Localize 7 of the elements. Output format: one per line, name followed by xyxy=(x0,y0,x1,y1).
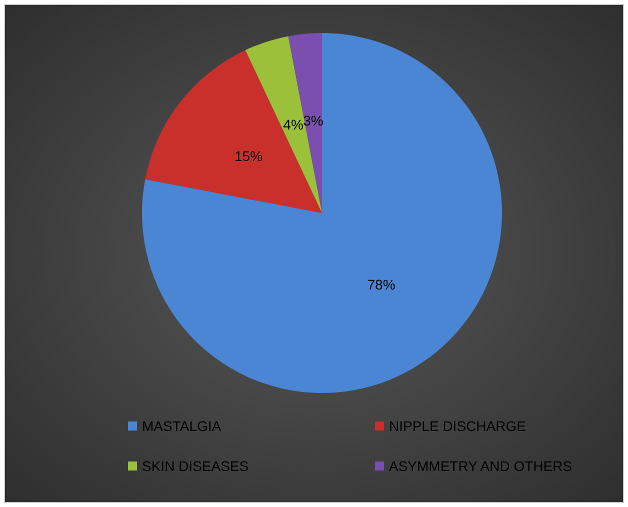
legend-label: NIPPLE DISCHARGE xyxy=(389,418,526,434)
data-label: 15% xyxy=(234,148,263,164)
legend-label: MASTALGIA xyxy=(142,418,222,434)
legend-label: ASYMMETRY AND OTHERS xyxy=(389,458,572,474)
legend-label: SKIN DISEASES xyxy=(142,458,249,474)
data-label: 4% xyxy=(283,116,304,133)
data-label: 78% xyxy=(367,276,396,293)
